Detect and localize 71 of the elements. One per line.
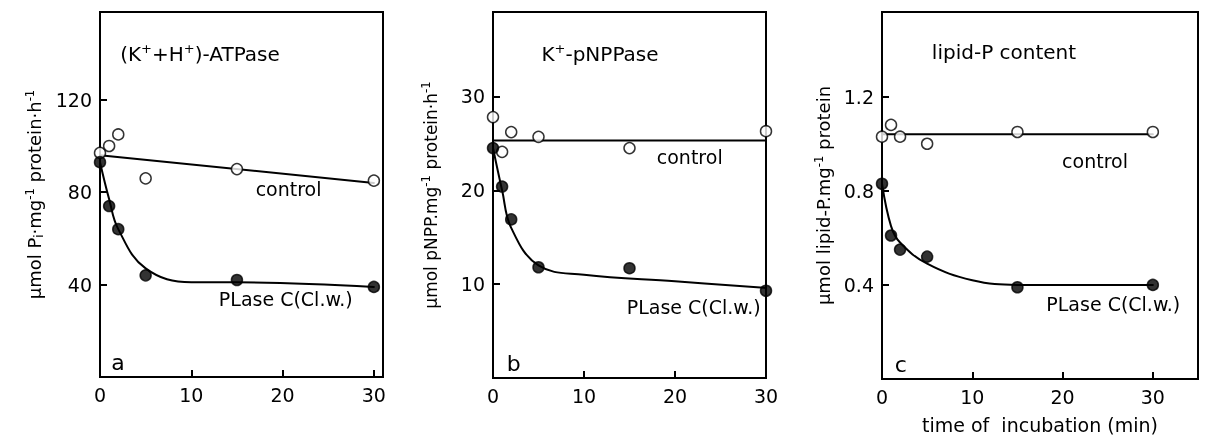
point [759,284,773,297]
annotation: c [894,351,907,377]
x-tick-label: 0 [93,383,107,406]
x-axis-title: time of incubation (min) [922,413,1158,436]
point [112,222,125,236]
y-tick-label: 20 [460,179,485,202]
x-tick-label: 20 [270,383,295,406]
x-tick-label: 20 [662,384,688,407]
annotation: control [656,145,723,168]
x-tick-label: 30 [361,383,386,406]
point [532,261,545,274]
x-tick-label: 20 [1050,385,1075,408]
point [920,250,934,263]
point [920,137,934,150]
y-tick-label: 0.8 [843,179,874,202]
y-tick-label: 80 [67,181,92,204]
text: K+-pNPPase [541,41,659,66]
annotation: PLase C(Cl.w.) [218,287,353,310]
y-axis-title: μmol lipid-P.mg-1 protein [812,85,835,306]
point [1146,278,1160,292]
point [495,180,509,193]
point [486,141,500,155]
y-axis-title: μmol Pi·mg-1 protein·h-1 [22,89,46,300]
y-tick-label: 10 [460,273,485,296]
annotation: control [255,178,322,201]
point [139,172,152,185]
y-tick-label: 120 [55,88,92,111]
x-tick-label: 10 [960,385,985,408]
point [875,130,889,143]
x-tick-label: 30 [753,384,779,407]
point [504,125,518,139]
point [230,273,244,287]
point [623,261,636,275]
point [1146,125,1160,139]
point [875,177,889,190]
point [230,162,244,176]
point [1011,125,1024,139]
x-tick-label: 10 [179,383,204,406]
text: lipid-P content [931,40,1077,64]
point [102,199,116,213]
point [504,213,518,226]
point [367,280,381,294]
point [884,229,898,242]
point [139,269,152,282]
point [759,124,773,138]
point [1011,281,1024,294]
y-tick-label: 40 [67,273,92,296]
point [623,141,636,155]
point [884,118,898,132]
point [102,139,116,153]
annotation: control [1062,149,1128,172]
annotation: a [111,349,125,375]
point [93,155,107,169]
x-tick-label: 10 [571,384,597,407]
text: (K++H+)-ATPase [120,41,280,66]
annotation: b [506,350,521,376]
point [112,128,125,141]
x-tick-label: 30 [1140,385,1165,408]
point [486,110,500,124]
x-tick-label: 0 [486,384,500,407]
x-tick-label: 0 [875,385,889,408]
y-axis-title: μmol pNPP.mg-1 protein·h-1 [419,81,441,309]
annotation: PLase C(Cl.w.) [626,295,761,318]
annotation: PLase C(Cl.w.) [1046,293,1181,316]
y-tick-label: 0.4 [843,273,874,296]
point [893,130,907,143]
y-tick-label: 1.2 [843,85,874,108]
point [893,243,907,256]
point [367,174,381,187]
y-tick-label: 30 [460,85,485,108]
point [532,130,545,144]
